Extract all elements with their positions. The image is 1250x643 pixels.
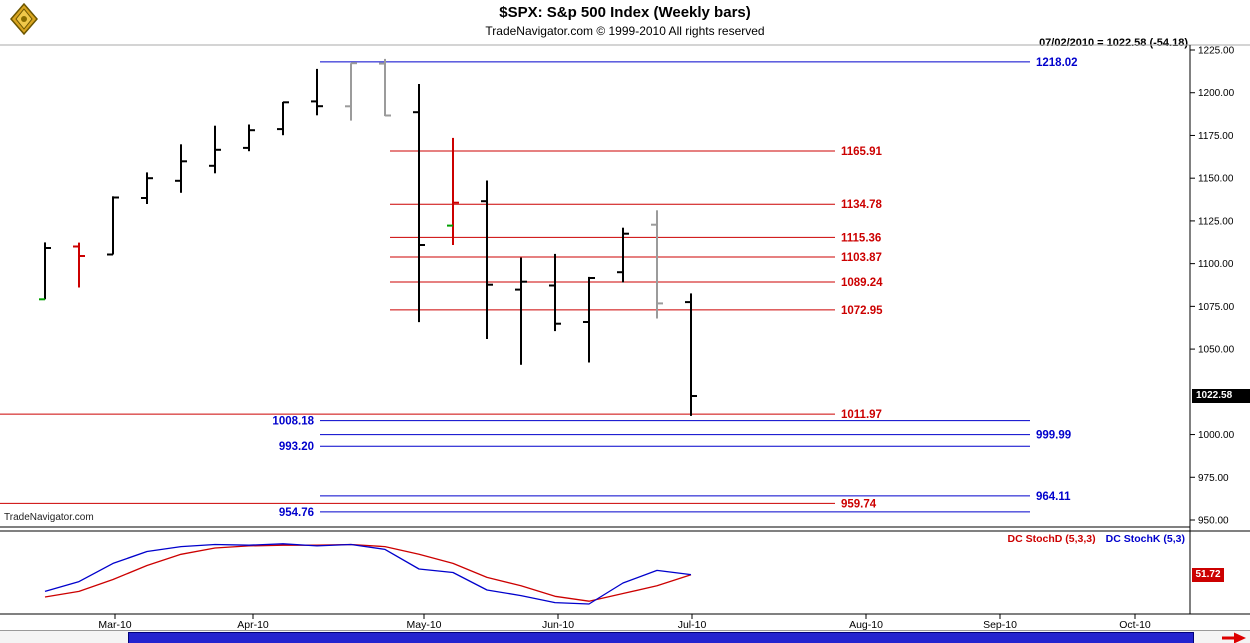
scroll-right-arrow-icon[interactable] — [1220, 631, 1248, 643]
price-level-label: 1072.95 — [841, 305, 883, 317]
price-axis-label: 1150.00 — [1198, 174, 1234, 185]
stoch-d-line — [44, 543, 692, 602]
price-axis-label: 950.00 — [1198, 516, 1229, 527]
price-axis-label: 1100.00 — [1198, 259, 1234, 270]
price-level-label: 1089.24 — [841, 277, 883, 289]
stochd-legend-label: DC StochD (5,3,3) — [1007, 533, 1096, 545]
stochastic-legend: DC StochD (5,3,3) DC StochK (5,3) — [1008, 533, 1185, 545]
tradenavigator-logo-icon — [6, 2, 42, 36]
price-level-label: 999.99 — [1036, 430, 1071, 442]
copyright-text: TradeNavigator.com © 1999-2010 All right… — [485, 24, 765, 38]
watermark-text: TradeNavigator.com — [4, 512, 94, 523]
price-axis-label: 1200.00 — [1198, 88, 1235, 99]
price-axis-label: 1000.00 — [1198, 430, 1235, 441]
price-level-label: 954.76 — [279, 507, 314, 519]
month-label: Sep-10 — [983, 619, 1017, 631]
price-axis-label: 1125.00 — [1198, 216, 1234, 227]
month-label: Mar-10 — [98, 619, 131, 631]
chart-title: $SPX: S&p 500 Index (Weekly bars) — [499, 4, 751, 21]
month-label: May-10 — [406, 619, 441, 631]
month-label: Apr-10 — [237, 619, 269, 631]
current-price-box: 1022.58 — [1192, 389, 1250, 403]
price-level-label: 993.20 — [279, 441, 314, 453]
scrollbar-thumb[interactable] — [128, 632, 1194, 643]
horizontal-scrollbar[interactable] — [0, 630, 1250, 643]
month-label: Jun-10 — [542, 619, 574, 631]
gold-emblem-icon — [10, 2, 38, 36]
price-level-label: 964.11 — [1036, 491, 1071, 503]
price-axis-label: 1075.00 — [1198, 302, 1235, 313]
month-label: Aug-10 — [849, 619, 883, 631]
price-axis-label: 1050.00 — [1198, 345, 1235, 356]
price-level-label: 1218.02 — [1036, 57, 1078, 69]
price-level-label: 1011.97 — [841, 409, 882, 421]
price-axis-label: 1225.00 — [1198, 46, 1235, 57]
price-level-label: 1134.78 — [841, 199, 883, 211]
stochk-legend-label: DC StochK (5,3) — [1105, 533, 1185, 545]
price-level-label: 1008.18 — [272, 416, 314, 428]
stoch-k-line — [44, 543, 692, 605]
price-level-label: 1115.36 — [841, 232, 881, 244]
month-label: Jul-10 — [678, 619, 707, 631]
last-quote-readout: 07/02/2010 = 1022.58 (-54.18) — [1039, 37, 1188, 49]
price-axis-label: 975.00 — [1198, 473, 1229, 484]
stoch-value-box: 51.72 — [1192, 568, 1224, 582]
price-axis-label: 1175.00 — [1198, 131, 1234, 142]
month-label: Oct-10 — [1119, 619, 1151, 631]
price-level-label: 959.74 — [841, 498, 877, 510]
price-level-label: 1103.87 — [841, 252, 882, 264]
price-level-label: 1165.91 — [841, 146, 883, 158]
